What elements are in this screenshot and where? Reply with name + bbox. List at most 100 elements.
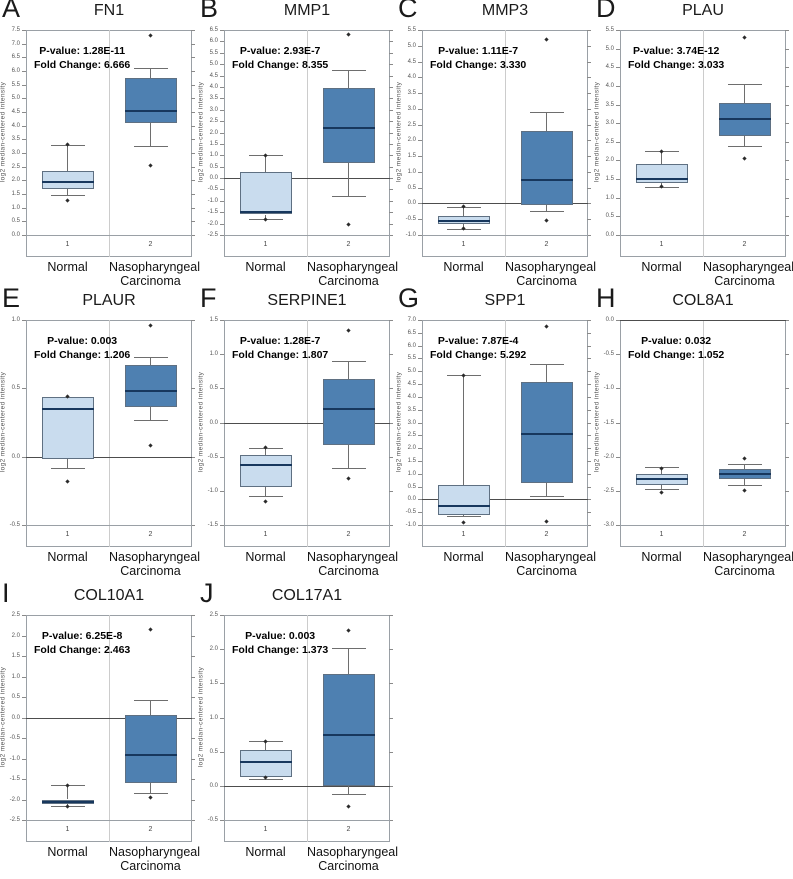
y-tick-mark [616, 48, 620, 50]
whisker-cap-upper [727, 463, 762, 465]
y-tick-mark-right [191, 84, 195, 86]
panel-title: SERPINE1 [267, 292, 347, 309]
y-tick-label: -0.5 [9, 735, 20, 741]
y-tick-mark [220, 820, 224, 821]
y-tick-mark-right [191, 717, 195, 719]
panel-title: COL17A1 [271, 587, 343, 604]
whisker-lower [150, 122, 151, 147]
pvalue-text: P-value: 3.74E-12 [632, 45, 720, 57]
panel-letter: J [200, 578, 214, 608]
y-tick-label: 1.0 [407, 168, 416, 175]
median-line-carcinoma [520, 433, 573, 436]
whisker-lower [744, 136, 745, 146]
y-tick-mark [418, 235, 422, 236]
y-tick-label: 0.0 [605, 232, 614, 238]
y-tick-label: 2.5 [209, 612, 218, 618]
y-tick-mark [220, 132, 224, 134]
y-tick-label: 1.0 [209, 351, 218, 358]
y-tick-mark [418, 332, 422, 334]
y-axis-label: log2 median-centered intensity [395, 371, 403, 473]
pvalue-text: P-value: 7.87E-4 [437, 335, 519, 347]
median-line-carcinoma [322, 126, 375, 129]
y-tick-label: 2.0 [209, 646, 218, 653]
whisker-cap-upper [133, 700, 168, 702]
whisker-lower [150, 407, 151, 420]
y-tick-mark-right [587, 45, 591, 47]
y-axis-label: log2 median-centered intensity [395, 81, 403, 183]
fold-change-text: Fold Change: 1.373 [232, 644, 329, 657]
y-tick-mark [616, 104, 620, 106]
plot-area: -2.5 -2.0 -1.5 -1.0 -0.5 0.0 0.5 1.0 1.5 2.0 2.5 1 2… [0, 612, 195, 842]
outlier-point [346, 628, 351, 633]
y-tick-mark [22, 799, 26, 801]
y-tick-mark [22, 139, 26, 141]
stats-annotation: P-value: 0.003 Fold Change: 1.206 [34, 334, 130, 362]
y-tick-mark [220, 189, 224, 191]
y-tick-label: -2.5 [603, 487, 614, 494]
y-tick-mark [616, 216, 620, 218]
stats-annotation: P-value: 6.25E-8 Fold Change: 2.463 [34, 629, 130, 657]
axis-baseline [26, 820, 192, 821]
panel-letter: H [596, 283, 616, 313]
plot-main: -3.0 -2.5 -2.0 -1.5 -1.0 -0.5 0.0 [604, 317, 789, 528]
group-number: 1 [659, 241, 664, 248]
y-tick-label: 1.0 [209, 714, 218, 721]
y-tick-mark [22, 57, 26, 59]
y-tick-label: 0.0 [11, 714, 20, 721]
y-tick-mark-right [389, 717, 393, 719]
axis-baseline [422, 235, 588, 236]
y-tick-label: -0.5 [405, 509, 416, 516]
box-carcinoma [322, 88, 375, 164]
group-number: 2 [742, 241, 747, 248]
plot-area: 0.0 0.5 1.0 1.5 2.0 2.5 3.0 3.5 4.0 4.5 5.0 5.5 1 2 lo… [594, 27, 789, 257]
outlier-point [742, 456, 747, 461]
y-tick-mark-right [785, 104, 789, 106]
outlier-point [346, 222, 351, 227]
y-tick-mark [418, 203, 422, 205]
panel-J: J COL17A1 -0.5 0.0 0.5 1.0 1.5 2.0 2.5 1 2 log2 med… [198, 578, 399, 879]
y-tick-mark [418, 409, 422, 411]
y-tick-mark [220, 388, 224, 390]
y-tick-mark-right [389, 98, 393, 100]
box-carcinoma [124, 77, 177, 123]
y-tick-mark-right [389, 166, 393, 168]
y-tick-mark-right [587, 473, 591, 475]
y-tick-mark [220, 166, 224, 168]
y-tick-mark-right [587, 187, 591, 189]
y-tick-label: 6.0 [407, 342, 416, 349]
y-tick-label: -3.0 [603, 522, 614, 528]
y-tick-mark-right [191, 525, 195, 526]
group-number: 2 [544, 531, 549, 538]
y-tick-mark-right [389, 785, 393, 787]
y-tick-label: 0.0 [209, 419, 218, 426]
group-label-normal: Normal [443, 260, 484, 274]
whisker-cap-lower [50, 195, 85, 197]
column-divider [505, 30, 506, 257]
y-tick-label: -0.5 [9, 522, 20, 528]
y-tick-mark-right [191, 125, 195, 127]
axis-baseline [620, 525, 786, 526]
y-tick-mark-right [587, 371, 591, 373]
outlier-point [263, 153, 268, 158]
y-tick-mark [418, 371, 422, 373]
group-label-carcinoma: Nasopharyngeal Carcinoma [703, 260, 793, 288]
y-tick-mark [220, 143, 224, 145]
median-line-carcinoma [124, 109, 177, 112]
y-tick-label: 0.0 [209, 175, 218, 182]
y-tick-mark-right [191, 180, 195, 182]
whisker-upper [67, 144, 68, 171]
y-tick-label: 4.5 [605, 64, 614, 71]
whisker-upper [265, 741, 266, 750]
y-tick-mark-right [587, 171, 591, 173]
y-tick-label: 0.5 [605, 213, 614, 220]
y-tick-label: 1.5 [11, 191, 20, 197]
fold-change-text: Fold Change: 1.052 [628, 349, 725, 362]
plot-main: -2.5 -2.0 -1.5 -1.0 -0.5 0.0 0.5 1.0 1.5 2.0 2.5 [10, 612, 195, 823]
y-tick-mark [418, 124, 422, 126]
y-tick-mark [418, 45, 422, 47]
y-tick-mark [220, 52, 224, 54]
y-tick-mark [616, 456, 620, 458]
y-tick-label: 1.5 [407, 457, 416, 464]
